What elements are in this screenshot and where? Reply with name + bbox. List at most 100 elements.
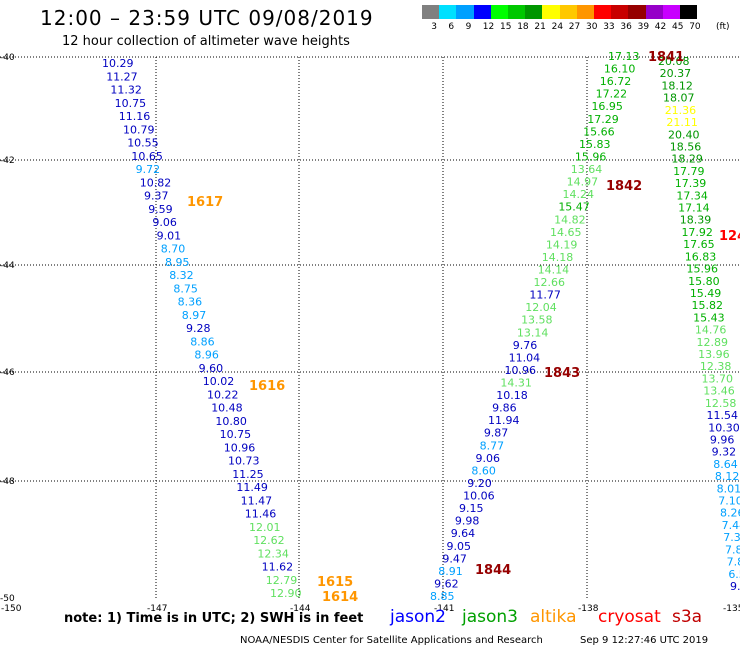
swh-value: 17.14: [678, 202, 710, 215]
swh-value: 15.96: [575, 150, 607, 163]
swh-value: 17.13: [608, 50, 640, 63]
swh-value: 10.65: [131, 150, 163, 163]
swh-value: 15.80: [688, 275, 720, 288]
swh-value: 11.04: [509, 351, 540, 364]
swh-value: 8.32: [169, 269, 194, 282]
swh-value: 13.64: [571, 163, 603, 176]
legend-label: 21: [534, 22, 546, 32]
swh-value: 17.39: [675, 177, 707, 190]
swh-value: 18.56: [670, 140, 702, 153]
swh-value: 15.47: [558, 201, 590, 214]
swh-value: 7.44: [722, 519, 740, 532]
swh-value: 9.20: [467, 477, 492, 490]
swh-value: 6.5: [728, 568, 740, 581]
swh-value: 12.89: [697, 336, 729, 349]
swh-value: 8.36: [178, 296, 203, 309]
swh-value: 13.46: [703, 385, 735, 398]
swh-value: 9.47: [442, 552, 467, 565]
swh-value: 10.73: [228, 455, 260, 468]
swh-value: 8.64: [713, 458, 738, 471]
legend-swatch: [439, 5, 457, 19]
swh-value: 9.06: [476, 452, 501, 465]
swh-value: 10.02: [203, 375, 235, 388]
swh-value: 15.43: [693, 311, 725, 324]
swh-value: 9.01: [157, 229, 182, 242]
swh-value: 10.79: [123, 123, 155, 136]
note-text: note: 1) Time is in UTC; 2) SWH is in fe…: [64, 611, 364, 626]
swh-value: 20.40: [668, 128, 700, 141]
legend-label: 33: [603, 22, 615, 32]
page-title: 12:00 – 23:59 UTC 09/08/2019: [40, 6, 374, 30]
legend-swatch: [473, 5, 491, 19]
satellite-name-jason3: jason3: [462, 607, 518, 627]
swh-value: 10.30: [708, 421, 740, 434]
lat-tick-label: -46: [0, 368, 15, 378]
swh-value: 8.97: [182, 309, 207, 322]
swh-value: 14.31: [500, 377, 531, 390]
swh-value: 9.7: [730, 580, 740, 593]
rev-number-label: 1844: [475, 563, 511, 578]
swh-value: 11.32: [110, 84, 141, 97]
swh-value: 9.60: [199, 362, 224, 375]
swh-value: 10.29: [102, 57, 134, 70]
legend-label: 30: [586, 22, 598, 32]
swh-value: 15.83: [579, 138, 611, 151]
rev-number-label: 1616: [249, 379, 285, 394]
swh-value: 11.25: [232, 468, 264, 481]
legend-label: 3: [431, 22, 437, 32]
rev-number-label: 1615: [317, 575, 353, 590]
swh-value: 9.64: [451, 527, 476, 540]
swh-value: 10.55: [127, 137, 159, 150]
swh-value: 16.10: [604, 63, 636, 76]
satellite-name-altika: altika: [530, 607, 577, 627]
swh-value: 16.95: [591, 100, 623, 113]
legend-swatch: [662, 5, 680, 19]
legend-swatch: [611, 5, 629, 19]
swh-value: 16.72: [600, 75, 632, 88]
swh-value: 12.62: [253, 534, 285, 547]
swh-value: 15.96: [686, 263, 718, 276]
swh-value: 17.22: [596, 88, 628, 101]
lon-tick-label: -141: [434, 604, 454, 614]
swh-value: 11.16: [119, 110, 151, 123]
legend-swatch: [542, 5, 560, 19]
legend-swatch: [559, 5, 577, 19]
swh-value: 14.19: [546, 238, 578, 251]
legend-swatch: [490, 5, 508, 19]
swh-value: 10.48: [211, 402, 243, 415]
legend-label: 12: [482, 22, 495, 32]
swh-value: 20.37: [660, 67, 692, 80]
swh-value: 9.62: [434, 577, 459, 590]
swh-value: 9.76: [513, 339, 538, 352]
swh-value: 17.34: [676, 189, 708, 202]
swh-value: 11.46: [245, 508, 276, 521]
legend-unit: (ft): [716, 22, 730, 32]
swh-value: 21.36: [665, 104, 697, 117]
swh-value: 8.70: [161, 243, 186, 256]
swh-value: 9.28: [186, 322, 211, 335]
swh-value: 11.49: [236, 481, 268, 494]
swh-value: 13.14: [517, 326, 549, 339]
legend-label: 24: [551, 22, 564, 32]
swh-value: 8.91: [438, 565, 463, 578]
legend-swatch: [508, 5, 526, 19]
lon-tick-label: -150: [1, 604, 22, 614]
legend-label: 6: [448, 22, 455, 32]
swh-value: 12.01: [249, 521, 281, 534]
swh-value: 9.98: [455, 515, 480, 528]
swh-value: 18.07: [663, 92, 695, 105]
rev-number-label: 1843: [544, 366, 580, 381]
swh-value: 9.06: [152, 216, 177, 229]
swh-value: 11.54: [707, 409, 739, 422]
legend-label: 15: [500, 22, 512, 32]
legend-label: 18: [517, 22, 529, 32]
lat-tick-label: -40: [0, 53, 15, 63]
swh-value: 8.26: [720, 507, 740, 520]
swh-value: 9.87: [484, 427, 509, 440]
swh-value: 10.22: [207, 388, 239, 401]
swh-value: 11.62: [262, 561, 294, 574]
swh-value: 11.27: [106, 70, 138, 83]
swh-value: 14.97: [567, 176, 599, 189]
lon-tick-label: -135: [723, 604, 740, 614]
